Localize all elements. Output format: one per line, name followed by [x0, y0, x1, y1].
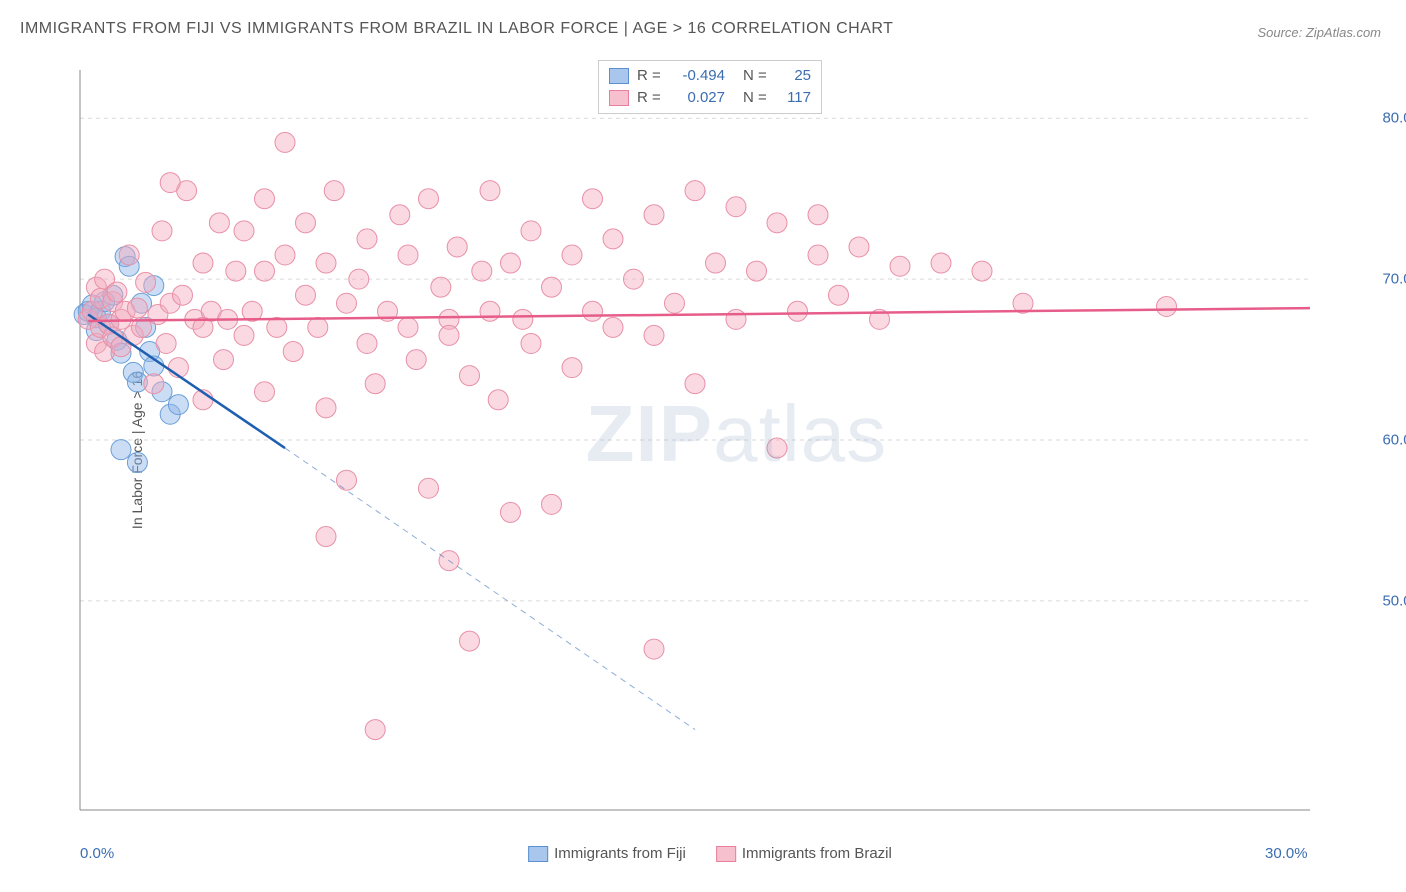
legend-item: Immigrants from Brazil — [716, 845, 892, 862]
chart-svg — [50, 60, 1370, 840]
legend-swatch — [716, 846, 736, 862]
legend-swatch — [609, 90, 629, 106]
legend-swatch — [609, 68, 629, 84]
legend-item: Immigrants from Fiji — [528, 845, 686, 862]
legend-label: Immigrants from Brazil — [742, 845, 892, 862]
y-tick: 70.0% — [1382, 271, 1406, 288]
legend-label: Immigrants from Fiji — [554, 845, 686, 862]
chart-title: IMMIGRANTS FROM FIJI VS IMMIGRANTS FROM … — [20, 20, 893, 38]
legend-n-label: N = — [743, 65, 773, 87]
legend-r-value: -0.494 — [675, 65, 725, 87]
x-tick: 0.0% — [80, 845, 114, 862]
legend-n-value: 117 — [781, 87, 811, 109]
y-tick: 80.0% — [1382, 110, 1406, 127]
legend-r-value: 0.027 — [675, 87, 725, 109]
x-tick: 30.0% — [1265, 845, 1308, 862]
legend-row: R = 0.027 N = 117 — [609, 87, 811, 109]
legend-n-label: N = — [743, 87, 773, 109]
correlation-legend: R = -0.494 N = 25 R = 0.027 N = 117 — [598, 60, 822, 114]
legend-r-label: R = — [637, 87, 667, 109]
plot-area: In Labor Force | Age > 16 R =-0.494N =25… — [50, 60, 1370, 840]
series-legend: Immigrants from Fiji Immigrants from Braz… — [528, 845, 892, 862]
legend-swatch — [528, 846, 548, 862]
legend-r-label: R = — [637, 65, 667, 87]
source-attribution: Source: ZipAtlas.com — [1257, 25, 1381, 40]
y-tick: 50.0% — [1382, 592, 1406, 609]
legend-n-value: 25 — [781, 65, 811, 87]
y-tick: 60.0% — [1382, 432, 1406, 449]
legend-row: R = -0.494 N = 25 — [609, 65, 811, 87]
